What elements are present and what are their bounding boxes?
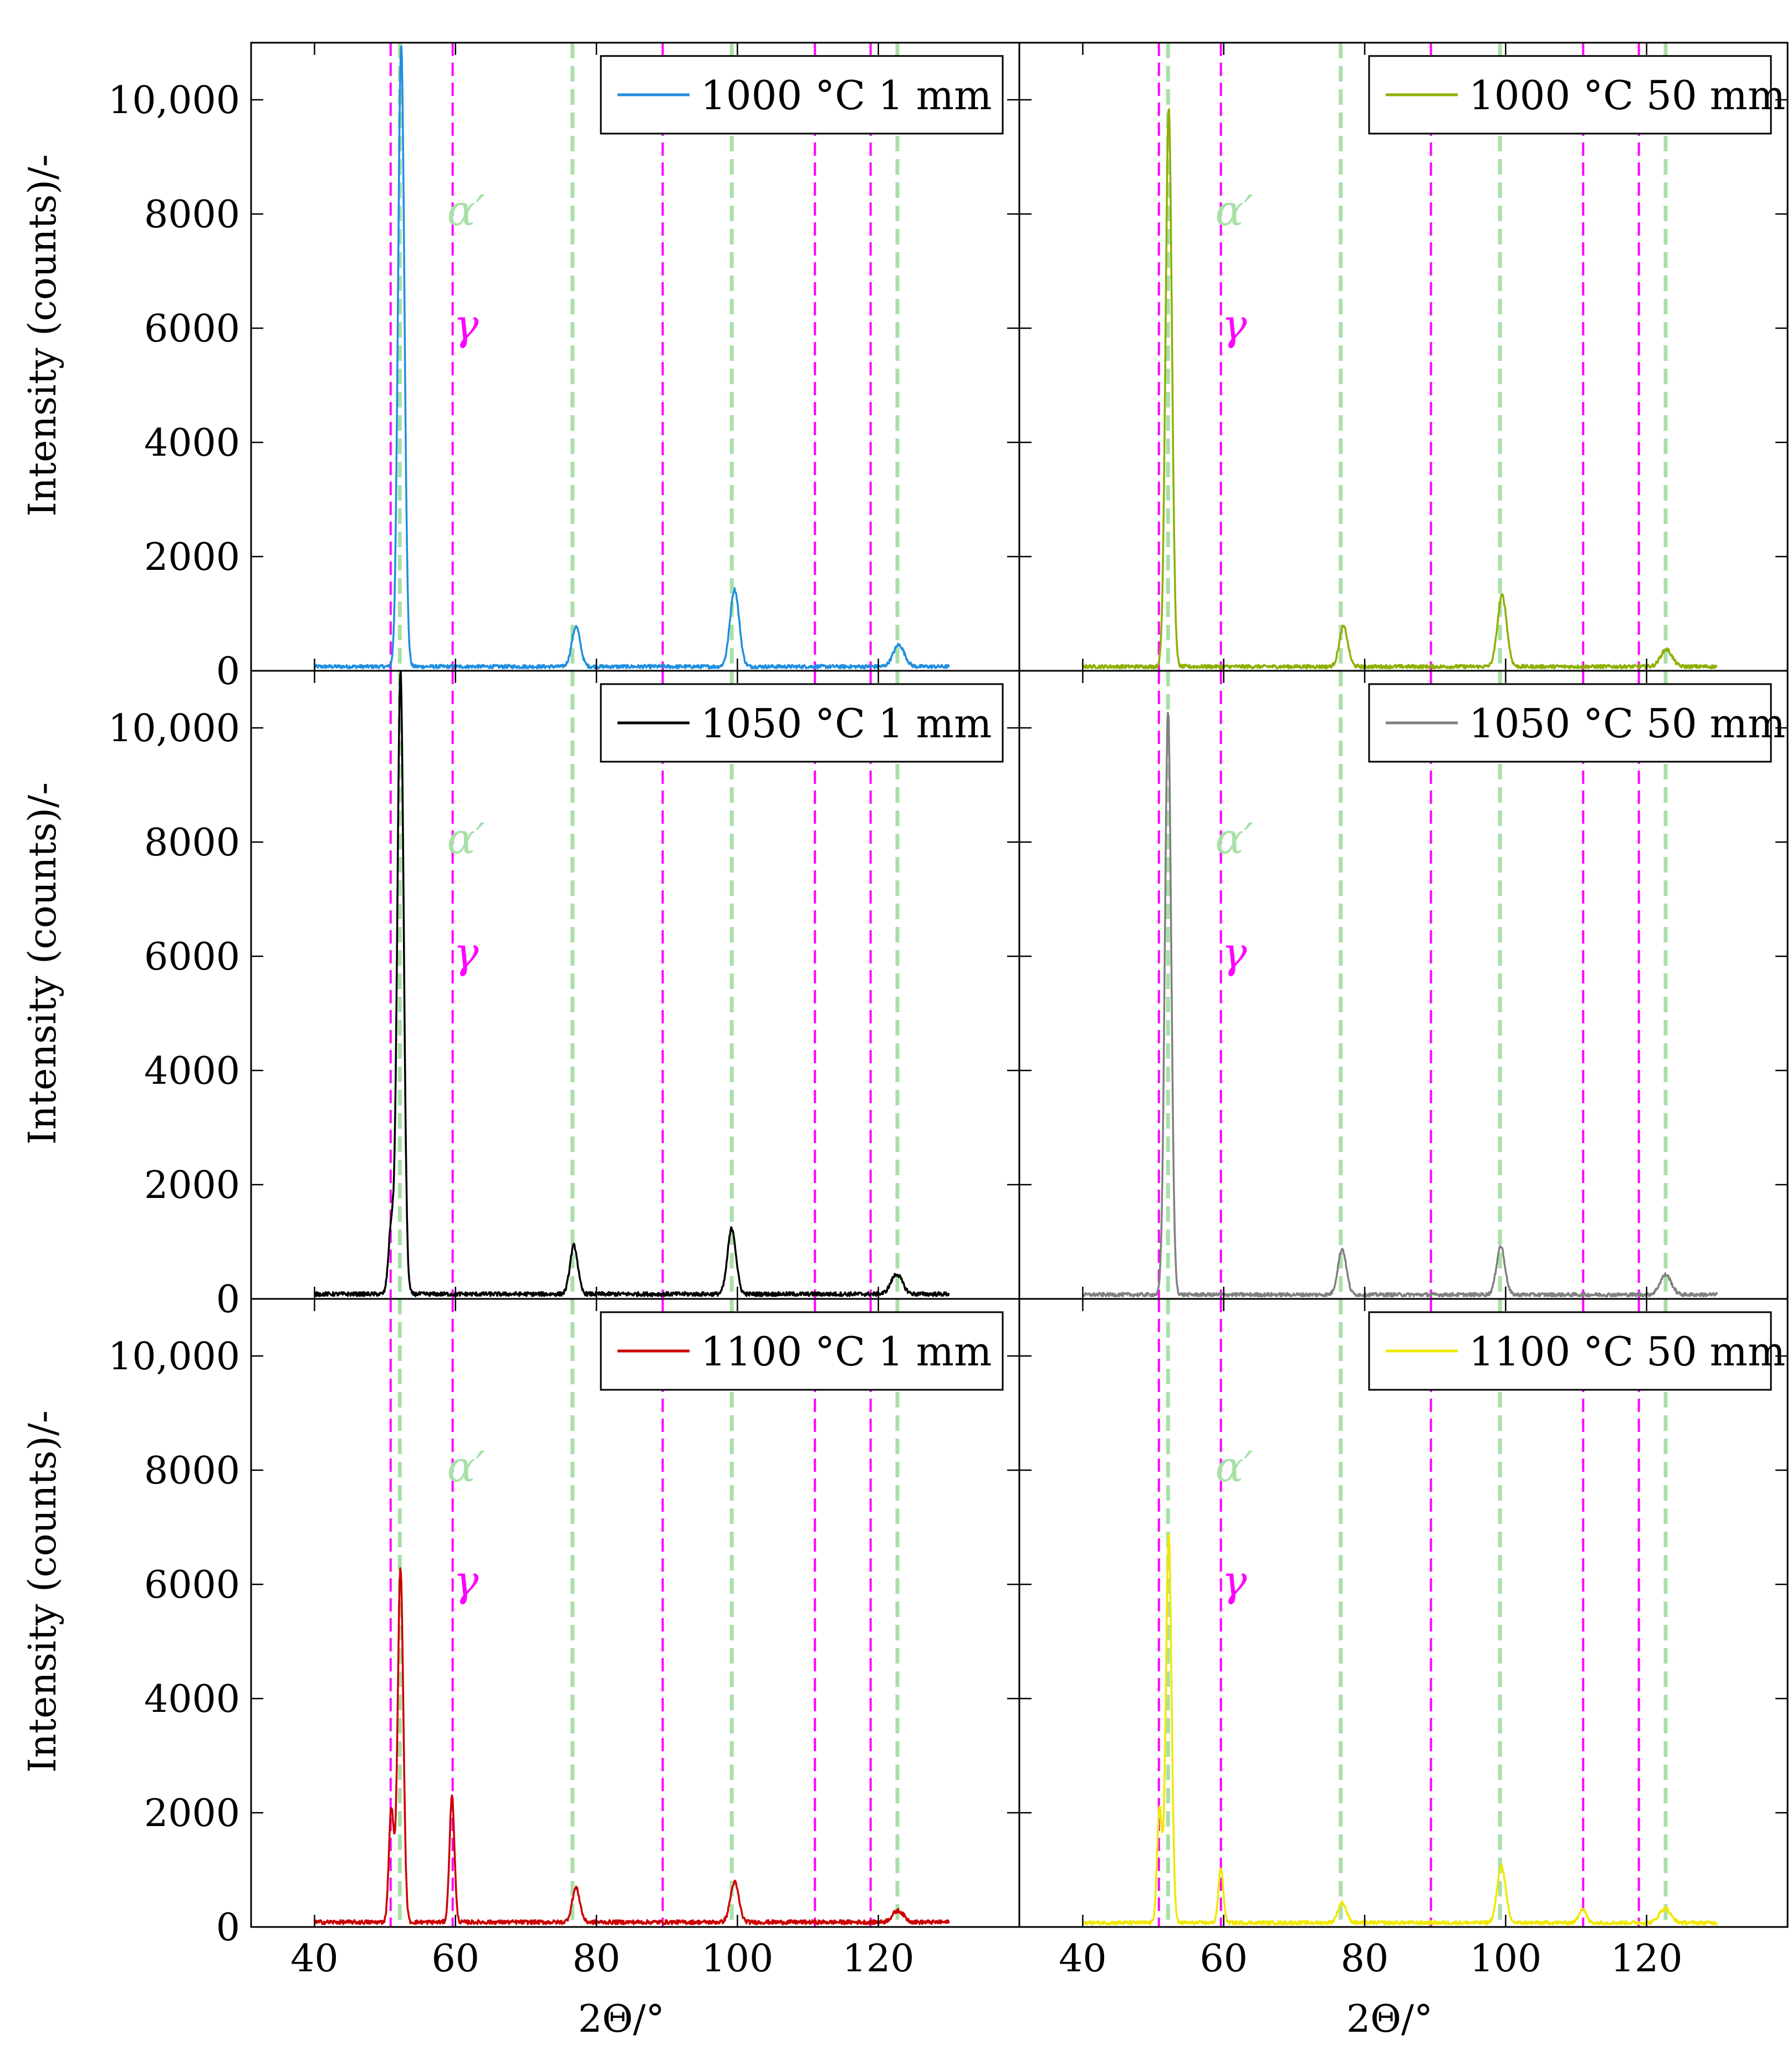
series-line	[313, 1567, 950, 1925]
series-line	[1082, 711, 1718, 1298]
panel-3: α′ γ 0 2000 4000 6000 8000 10,000 1050 °C 1 mm	[108, 670, 1020, 1322]
x-tick-label: 120	[843, 1937, 915, 1981]
phase-label-alpha: α′	[1216, 186, 1254, 235]
y-tick-label: 6000	[144, 935, 240, 979]
panel-frame	[250, 670, 1020, 1300]
y-tick-label: 10,000	[108, 79, 240, 123]
panel-6: α′ γ 40 60 80 100 120 1100 °C 50 mm	[1018, 1298, 1789, 1981]
y-tick-label: 6000	[144, 307, 240, 351]
phase-label-alpha: α′	[447, 814, 486, 863]
panel-1: α′ γ 0 2000 4000 6000 8000 10,000 1000 °C 1 mm	[108, 42, 1020, 694]
y-tick-label: 10,000	[108, 707, 240, 751]
legend-label: 1100 °C 1 mm	[701, 1328, 992, 1375]
phase-label-gamma: γ	[1222, 928, 1247, 977]
y-tick-label: 8000	[144, 193, 240, 237]
x-tick-label: 60	[431, 1937, 479, 1981]
panel-frame	[1018, 670, 1789, 1300]
plot-area	[1081, 1299, 1718, 1927]
legend-label: 1100 °C 50 mm	[1469, 1328, 1785, 1375]
series-line	[314, 671, 950, 1297]
y-axis-label-bottom: Intensity (counts)/-	[21, 1410, 65, 1773]
phase-label-gamma: γ	[453, 928, 479, 977]
series-line	[1082, 108, 1718, 670]
x-axis-label-left: 2Θ/°	[578, 1997, 665, 2041]
phase-label-alpha: α′	[1216, 814, 1254, 863]
x-tick-label: 100	[701, 1937, 773, 1981]
panel-frame	[250, 1298, 1020, 1928]
plot-area	[314, 671, 950, 1299]
phase-label-gamma: γ	[1222, 300, 1247, 349]
legend-label: 1000 °C 50 mm	[1469, 72, 1785, 119]
phase-label-gamma: γ	[453, 1556, 479, 1605]
phase-label-gamma: γ	[453, 300, 479, 349]
panel-frame	[1018, 42, 1789, 672]
y-tick-label: 6000	[144, 1563, 240, 1607]
panel-frame	[250, 42, 1020, 672]
y-axis-label-top: Intensity (counts)/-	[21, 154, 65, 517]
phase-label-alpha: α′	[1216, 1442, 1254, 1491]
y-tick-label: 2000	[144, 1164, 240, 1207]
x-tick-label: 40	[290, 1937, 339, 1981]
x-tick-label: 80	[573, 1937, 621, 1981]
legend-label: 1050 °C 1 mm	[701, 700, 992, 747]
phase-label-gamma: γ	[1222, 1556, 1247, 1605]
axis-annotations: Intensity (counts)/- Intensity (counts)/…	[21, 154, 1433, 2041]
legend-label: 1000 °C 1 mm	[701, 72, 992, 119]
plot-area	[313, 43, 950, 671]
x-axis-label-right: 2Θ/°	[1346, 1997, 1433, 2041]
y-tick-label: 2000	[144, 536, 240, 579]
panel-frame	[1018, 1298, 1789, 1928]
phase-label-alpha: α′	[447, 1442, 486, 1491]
x-tick-label: 100	[1469, 1937, 1541, 1981]
y-tick-label: 4000	[144, 421, 240, 465]
x-tick-label: 80	[1341, 1937, 1389, 1981]
y-axis-label-middle: Intensity (counts)/-	[21, 782, 65, 1145]
plot-area	[1082, 671, 1718, 1299]
x-tick-label: 60	[1199, 1937, 1248, 1981]
x-tick-label: 40	[1059, 1937, 1107, 1981]
y-tick-label: 4000	[144, 1678, 240, 1721]
phase-label-alpha: α′	[447, 186, 486, 235]
y-tick-label: 8000	[144, 821, 240, 865]
y-tick-label: 4000	[144, 1049, 240, 1093]
series-line	[1081, 1533, 1718, 1926]
panel-5: α′ γ 40 60 80 100 120 0 2000 4000 6000 8000 10,000 11…	[108, 1298, 1020, 1981]
y-tick-label: 10,000	[108, 1335, 240, 1379]
plot-area	[313, 1299, 950, 1927]
series-line	[313, 45, 950, 670]
plot-area	[1082, 43, 1718, 671]
x-tick-label: 120	[1611, 1937, 1683, 1981]
legend-label: 1050 °C 50 mm	[1469, 700, 1785, 747]
panel-4: α′ γ 1050 °C 50 mm	[1018, 670, 1789, 1300]
y-tick-label: 0	[216, 1278, 240, 1322]
y-tick-label: 8000	[144, 1449, 240, 1493]
y-tick-label: 2000	[144, 1792, 240, 1835]
y-tick-label: 0	[216, 650, 240, 694]
y-tick-label: 0	[216, 1906, 240, 1950]
panel-2: α′ γ 1000 °C 50 mm	[1018, 42, 1789, 672]
